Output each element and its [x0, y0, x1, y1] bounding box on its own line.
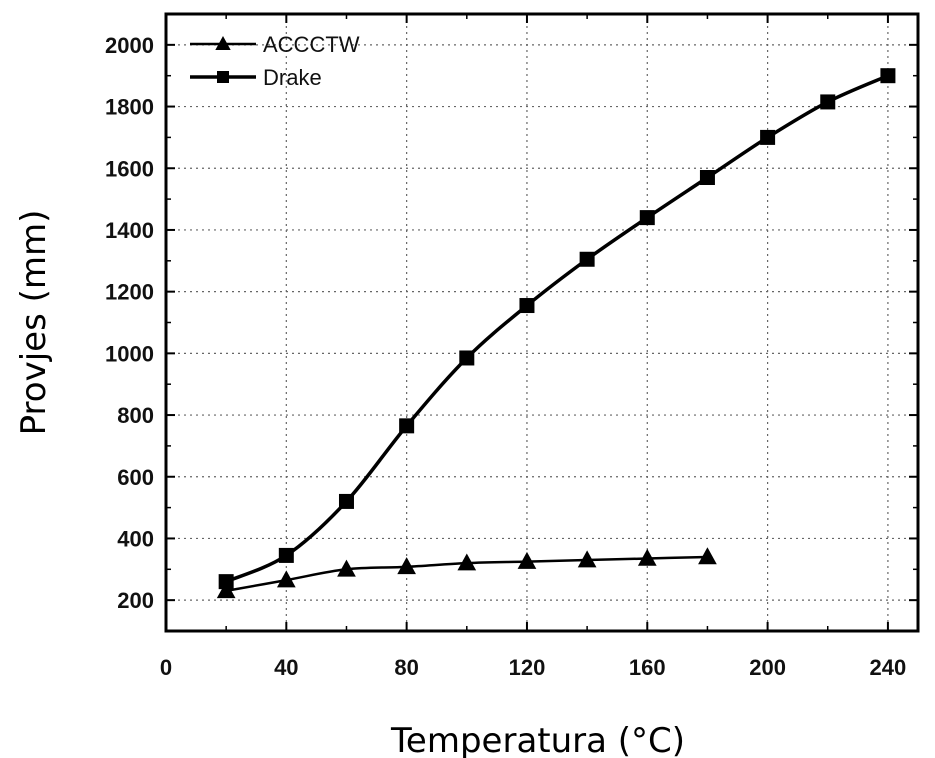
data-point-accctw [698, 547, 717, 565]
series-layer [216, 68, 896, 599]
y-tick-label: 1400 [105, 218, 154, 243]
data-point-accctw [337, 559, 356, 577]
data-point-accctw [216, 581, 236, 599]
series-line-drake [225, 74, 889, 584]
data-point-drake [639, 210, 655, 226]
data-point-drake [519, 298, 535, 314]
y-tick-label: 600 [117, 465, 154, 490]
y-tick-label: 400 [117, 526, 154, 551]
data-point-drake [760, 129, 776, 145]
x-tick-label: 160 [629, 655, 666, 680]
y-tick-label: 1600 [105, 156, 154, 181]
data-point-drake [218, 574, 234, 590]
y-tick-label: 200 [117, 588, 154, 613]
y-tick-label: 1800 [105, 95, 154, 120]
data-point-accctw [276, 570, 296, 588]
data-point-drake [459, 350, 475, 366]
data-point-accctw [517, 551, 537, 569]
series-accctw [216, 547, 717, 599]
x-axis-title: Temperatura (°C) [390, 721, 685, 758]
data-point-drake [399, 418, 415, 434]
series-drake [218, 68, 896, 590]
y-tick-label: 1200 [105, 280, 154, 305]
axis-ticks: 200 400 600 800 1000 1200 1400 1600 1800 2000 0 40 8… [105, 13, 918, 680]
data-point-accctw [577, 550, 597, 568]
data-point-accctw [457, 553, 477, 571]
legend-label-accctw: ACCCTW [263, 32, 360, 57]
x-tick-label: 40 [274, 655, 298, 680]
x-tick-label: 240 [870, 655, 907, 680]
x-tick-label: 0 [160, 655, 172, 680]
legend: ACCCTW Drake [190, 32, 360, 90]
data-point-accctw [397, 557, 416, 575]
data-point-drake [278, 547, 294, 563]
plot-frame [164, 12, 920, 633]
x-tick-label: 200 [749, 655, 786, 680]
data-point-drake [579, 251, 595, 267]
legend-marker-accctw [215, 36, 231, 50]
data-point-drake [880, 68, 896, 84]
legend-marker-drake [217, 71, 229, 83]
grid-lines [166, 14, 918, 631]
data-point-drake [338, 493, 354, 509]
y-axis-title: Provjes (mm) [14, 210, 54, 436]
data-point-accctw [637, 548, 657, 566]
x-tick-label: 120 [509, 655, 546, 680]
data-point-drake [820, 94, 836, 110]
y-tick-label: 1000 [105, 341, 154, 366]
data-point-drake [699, 170, 715, 186]
y-tick-label: 800 [117, 403, 154, 428]
x-tick-label: 80 [394, 655, 418, 680]
legend-label-drake: Drake [263, 65, 322, 90]
y-tick-label: 2000 [105, 33, 154, 58]
